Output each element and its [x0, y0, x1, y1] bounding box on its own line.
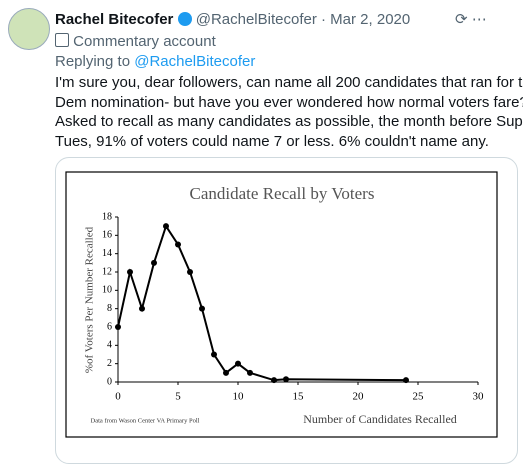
data-point	[235, 360, 241, 367]
y-tick-label: 10	[102, 285, 112, 296]
data-point	[175, 241, 181, 248]
x-tick-label: 5	[175, 391, 181, 403]
data-point	[211, 351, 217, 358]
y-tick-label: 0	[107, 376, 112, 387]
data-point	[283, 376, 289, 383]
data-point	[223, 369, 229, 376]
x-tick-label: 25	[413, 391, 425, 403]
y-tick-label: 6	[107, 321, 112, 332]
x-tick-label: 30	[473, 391, 485, 403]
data-point	[271, 377, 277, 384]
label-icon	[55, 33, 69, 47]
y-tick-label: 4	[107, 340, 112, 351]
text-line: Asked to recall as many candidates as po…	[55, 113, 523, 130]
x-tick-label: 15	[293, 391, 305, 403]
y-axis-label: %of Voters Per Number Recalled	[84, 226, 96, 373]
y-tick-label: 12	[102, 266, 112, 277]
verified-badge	[177, 12, 192, 26]
data-point	[127, 269, 133, 275]
author-name[interactable]: Rachel Bitecofer	[55, 11, 174, 28]
x-axis-label: Number of Candidates Recalled	[303, 412, 457, 426]
y-tick-label: 2	[107, 358, 112, 369]
reply-to[interactable]: @RachelBitecofer	[134, 53, 256, 70]
text-line: Tues, 91% of voters could name 7 or less…	[55, 132, 489, 150]
x-tick-label: 10	[233, 391, 245, 403]
data-point	[187, 269, 193, 275]
tweet-text: I'm sure you, dear followers, can name a…	[55, 73, 523, 151]
chart-frame	[65, 171, 498, 438]
data-point	[403, 377, 409, 384]
data-point	[139, 305, 145, 312]
data-point	[151, 259, 157, 266]
source-note: Data from Wason Center VA Primary Poll	[91, 417, 200, 424]
x-tick-label: 0	[115, 391, 121, 403]
y-tick-label: 8	[107, 303, 112, 314]
data-point	[199, 305, 205, 312]
date[interactable]: · Mar 2, 2020	[321, 11, 411, 28]
chart-title: Candidate Recall by Voters	[190, 184, 375, 203]
account-label: Commentary account	[73, 33, 216, 50]
text-line: I'm sure you, dear followers, can name a…	[55, 74, 523, 91]
media-card[interactable]	[55, 157, 518, 464]
x-tick-label: 20	[353, 391, 365, 403]
data-point	[163, 223, 169, 230]
data-point	[115, 324, 121, 330]
more-icons[interactable]: ⟳ ⋯	[455, 11, 487, 28]
reply-prefix: Replying to	[55, 53, 131, 70]
data-point	[247, 369, 253, 376]
text-line: Dem nomination- but have you ever wonder…	[55, 93, 523, 111]
avatar[interactable]	[8, 8, 50, 50]
y-tick-label: 14	[102, 248, 112, 259]
y-tick-label: 16	[102, 230, 112, 241]
y-tick-label: 18	[102, 211, 112, 222]
handle[interactable]: @RachelBitecofer	[195, 11, 317, 28]
